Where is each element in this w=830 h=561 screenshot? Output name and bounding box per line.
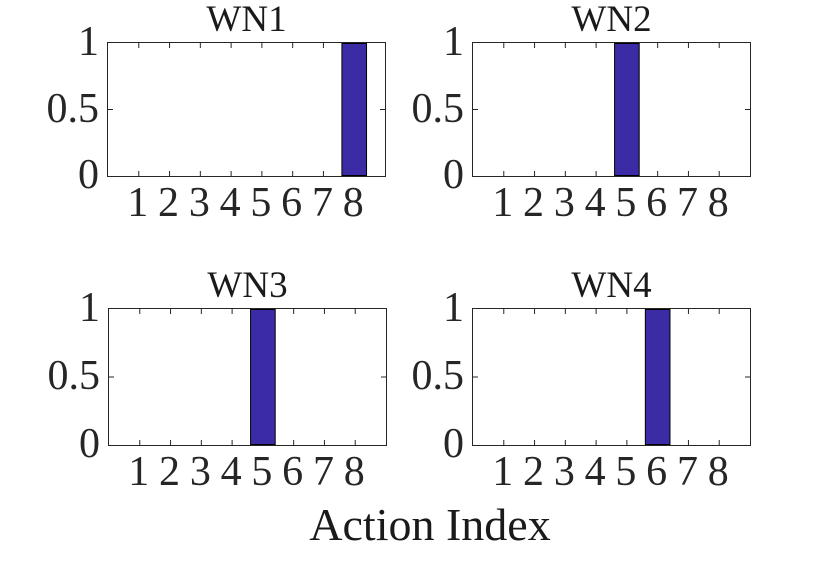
axes-box <box>472 308 751 446</box>
axes-box <box>107 42 386 177</box>
y-tick-label: 0.5 <box>411 353 465 399</box>
y-tick-label: 0 <box>443 421 464 467</box>
x-tick-label: 5 <box>250 180 272 226</box>
x-tick-label: 7 <box>676 449 698 495</box>
y-tick-label: 0.5 <box>47 353 101 399</box>
axes-box <box>472 42 751 177</box>
subplot-wn2: WN2 1 2 3 4 5 6 7 8 0 0.5 1 <box>412 1 751 224</box>
bar <box>614 43 640 176</box>
x-tick-label: 8 <box>343 449 365 495</box>
bar <box>250 309 276 445</box>
y-tick-label: 0.5 <box>46 85 100 132</box>
subplot-wn3: WN3 1 2 3 4 5 6 7 8 0 0.5 1 <box>48 267 387 493</box>
y-tick-label: 1 <box>78 19 99 65</box>
x-tick-label: 1 <box>128 449 150 495</box>
bar <box>341 43 368 176</box>
x-tick-label: 6 <box>282 449 304 495</box>
x-tick-label: 1 <box>492 449 514 495</box>
x-tick-label: 6 <box>646 180 668 226</box>
x-tick-label: 8 <box>707 180 729 226</box>
chart-title: WN3 <box>207 265 288 306</box>
x-tick-label: 8 <box>342 180 364 226</box>
x-tick-label: 2 <box>523 180 545 226</box>
axes-box <box>108 308 387 446</box>
x-tick-label: 5 <box>615 449 637 495</box>
x-tick-label: 8 <box>707 449 729 495</box>
y-tick-label: 0 <box>79 421 100 467</box>
x-axis-label: Action Index <box>309 499 551 550</box>
x-tick-label: 4 <box>219 180 241 226</box>
y-tick-label: 0 <box>78 152 99 198</box>
x-tick-label: 1 <box>492 180 514 226</box>
x-tick-label: 6 <box>281 180 303 226</box>
x-tick-label: 5 <box>251 449 273 495</box>
x-tick-label: 7 <box>676 180 698 226</box>
x-tick-label: 3 <box>553 449 575 495</box>
chart-title: WN1 <box>206 0 287 40</box>
plot-area <box>473 309 750 445</box>
y-tick-label: 0 <box>443 152 464 198</box>
x-tick-label: 7 <box>311 180 333 226</box>
x-tick-label: 2 <box>523 449 545 495</box>
x-tick-label: 3 <box>189 449 211 495</box>
x-tick-label: 3 <box>553 180 575 226</box>
x-tick-label: 7 <box>312 449 334 495</box>
bar <box>644 309 671 445</box>
chart-title: WN4 <box>571 265 652 306</box>
x-tick-label: 3 <box>188 180 210 226</box>
y-tick-label: 1 <box>443 19 464 65</box>
y-tick-label: 0.5 <box>411 85 465 132</box>
plot-area <box>108 43 385 176</box>
subplot-wn4: WN4 1 2 3 4 5 6 7 8 0 0.5 1 <box>412 267 751 493</box>
x-tick-label: 2 <box>159 449 181 495</box>
x-tick-label: 4 <box>584 449 606 495</box>
y-tick-label: 1 <box>79 285 100 331</box>
x-tick-label: 4 <box>584 180 606 226</box>
x-tick-label: 2 <box>158 180 180 226</box>
x-tick-label: 6 <box>646 449 668 495</box>
x-tick-label: 4 <box>220 449 242 495</box>
x-tick-label: 1 <box>127 180 149 226</box>
chart-title: WN2 <box>571 0 652 40</box>
x-tick-label: 5 <box>615 180 637 226</box>
plot-area <box>109 309 386 445</box>
subplot-wn1: WN1 1 2 3 4 5 6 7 8 0 0.5 1 <box>47 1 386 224</box>
y-tick-label: 1 <box>443 285 464 331</box>
plot-area <box>473 43 750 176</box>
